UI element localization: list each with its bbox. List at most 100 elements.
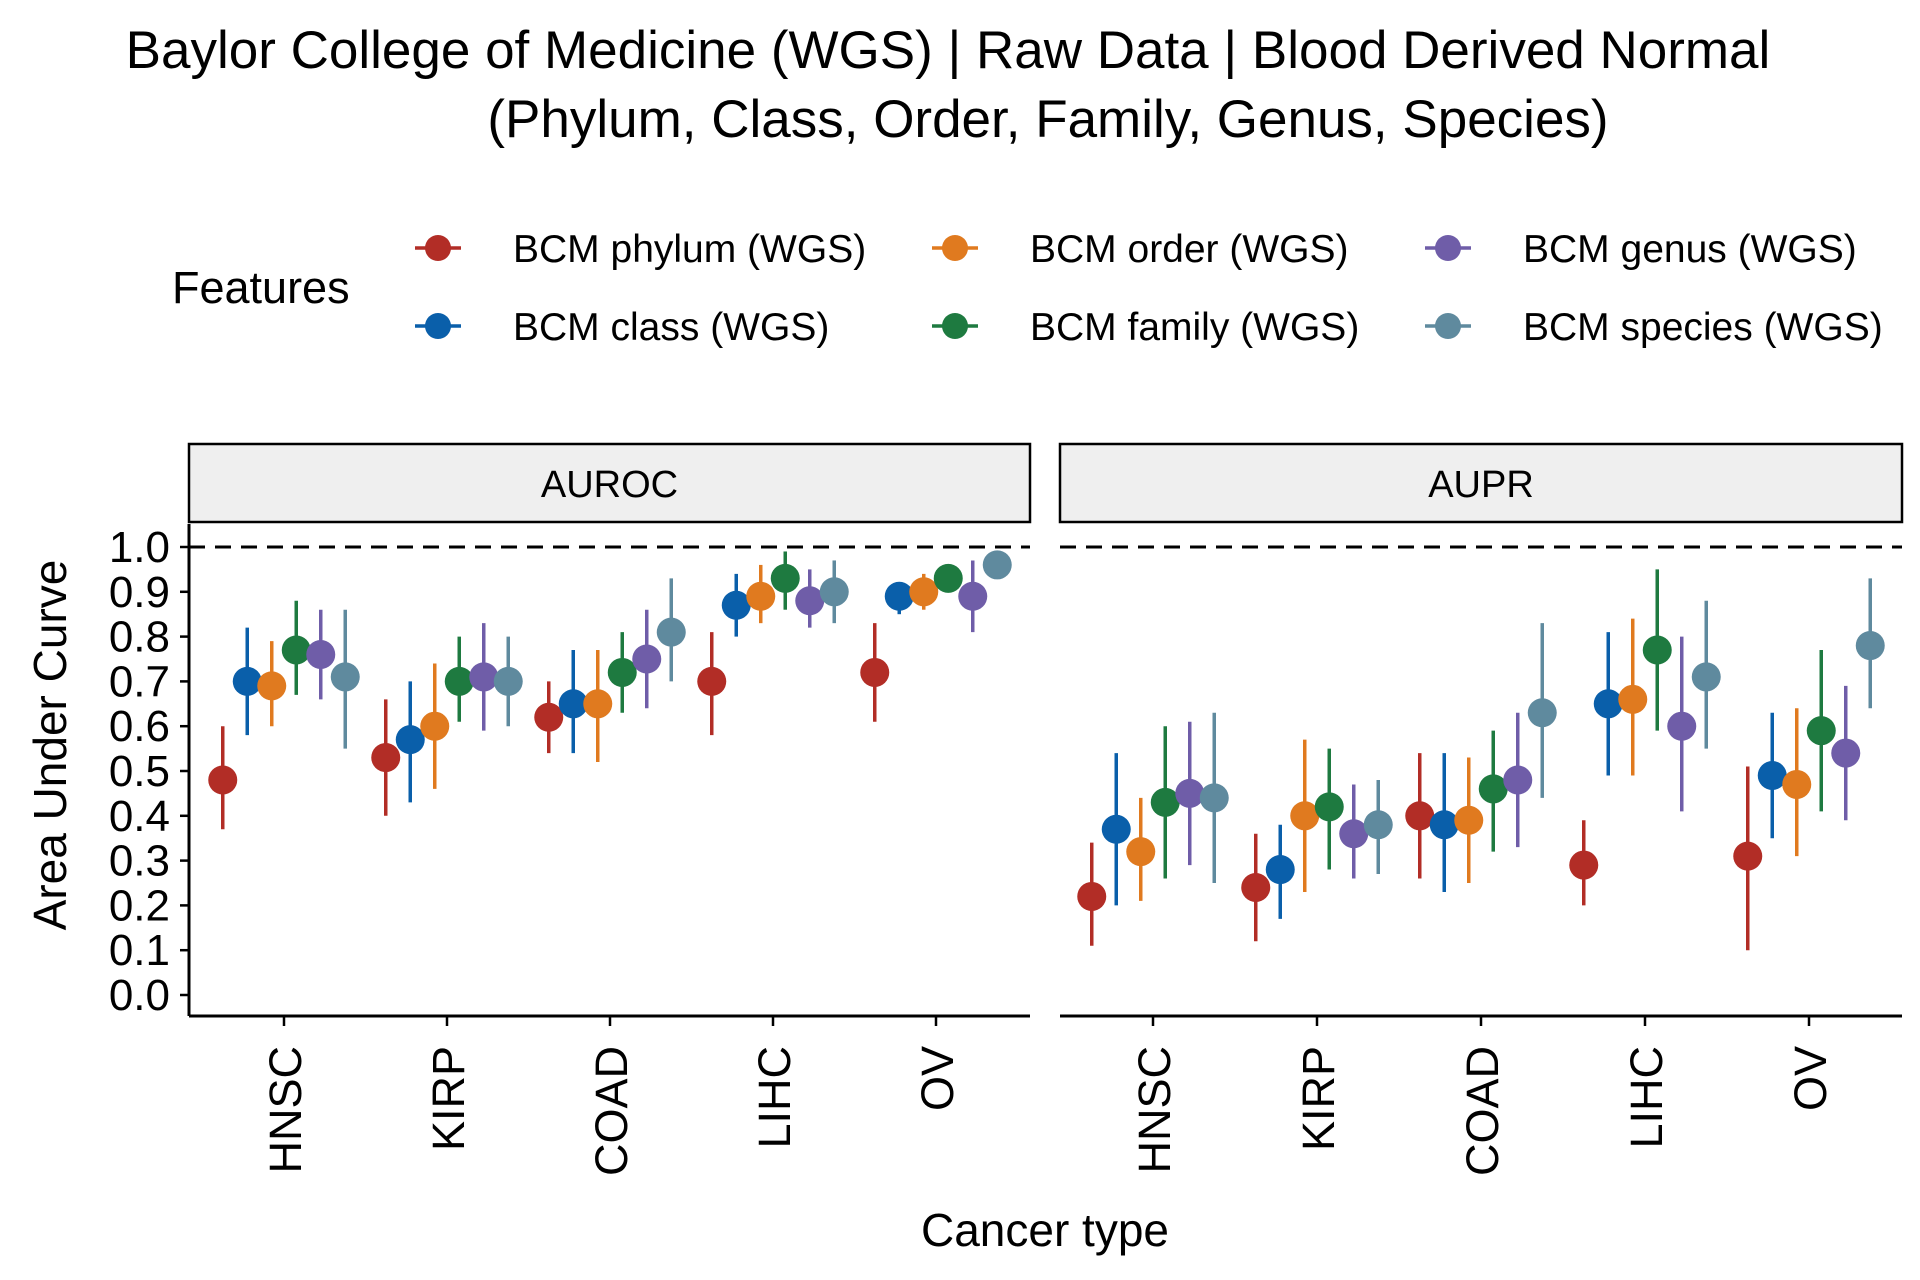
legend-items: BCM phylum (WGS) BCM class (WGS) BCM order… bbox=[415, 228, 1883, 349]
series bbox=[1175, 636, 1861, 879]
legend-item: BCM species (WGS) bbox=[1425, 306, 1883, 349]
data-point bbox=[1569, 850, 1599, 880]
legend-title: Features bbox=[172, 262, 350, 313]
data-point bbox=[1691, 662, 1721, 692]
facet-strip bbox=[1058, 442, 1904, 524]
series bbox=[306, 560, 988, 731]
title-line-1: Baylor College of Medicine (WGS) | Raw D… bbox=[126, 21, 1771, 80]
data-point bbox=[306, 640, 336, 670]
series bbox=[1101, 632, 1787, 919]
data-point bbox=[1618, 684, 1648, 714]
series bbox=[1150, 569, 1836, 879]
data-point bbox=[1241, 872, 1271, 902]
data-point bbox=[1314, 792, 1344, 822]
series bbox=[232, 573, 914, 803]
data-point bbox=[1478, 774, 1508, 804]
legend-key-point bbox=[1435, 313, 1461, 339]
data-point bbox=[697, 666, 727, 696]
y-axis-ticks: 0.00.10.20.30.40.50.60.70.80.91.0 bbox=[109, 523, 191, 1020]
data-point bbox=[721, 590, 751, 620]
data-point bbox=[257, 671, 287, 701]
y-tick-label: 0.3 bbox=[109, 837, 170, 886]
data-point bbox=[371, 743, 401, 773]
data-point bbox=[632, 644, 662, 674]
legend: Features BCM phylum (WGS) BCM class (WGS)… bbox=[172, 228, 1883, 349]
data-point bbox=[1175, 778, 1205, 808]
facet-strip bbox=[187, 442, 1032, 524]
data-point bbox=[1454, 805, 1484, 835]
data-point bbox=[607, 657, 637, 687]
data-point bbox=[982, 550, 1012, 580]
legend-item: BCM genus (WGS) bbox=[1425, 228, 1857, 271]
legend-key-point bbox=[425, 313, 451, 339]
data-point bbox=[534, 702, 564, 732]
legend-key-point bbox=[942, 313, 968, 339]
x-tick-label: COAD bbox=[586, 1046, 637, 1176]
data-point bbox=[1077, 881, 1107, 911]
data-point bbox=[1405, 801, 1435, 831]
data-point bbox=[770, 563, 800, 593]
x-tick-label: OV bbox=[1785, 1046, 1836, 1111]
chart-title: Baylor College of Medicine (WGS) | Raw D… bbox=[126, 21, 1771, 149]
x-tick-label: OV bbox=[912, 1046, 963, 1111]
data-point bbox=[1429, 810, 1459, 840]
x-tick-label: KIRP bbox=[1293, 1046, 1344, 1151]
data-point bbox=[1503, 765, 1533, 795]
x-axis-label: Cancer type bbox=[921, 1204, 1169, 1256]
x-tick-label: LIHC bbox=[1621, 1046, 1672, 1149]
legend-key-point bbox=[942, 235, 968, 261]
legend-label: BCM species (WGS) bbox=[1523, 306, 1883, 349]
data-point bbox=[1527, 698, 1557, 728]
series bbox=[1077, 753, 1763, 951]
data-point bbox=[208, 765, 238, 795]
y-tick-label: 0.2 bbox=[109, 881, 170, 930]
data-point bbox=[469, 662, 499, 692]
y-tick-label: 0.6 bbox=[109, 702, 170, 751]
data-point bbox=[795, 586, 825, 616]
x-tick-label: LIHC bbox=[749, 1046, 800, 1149]
data-point bbox=[1757, 760, 1787, 790]
data-point bbox=[1831, 738, 1861, 768]
data-point bbox=[493, 666, 523, 696]
data-point bbox=[558, 689, 588, 719]
legend-item: BCM order (WGS) bbox=[932, 228, 1349, 271]
data-point bbox=[1339, 819, 1369, 849]
data-point bbox=[395, 725, 425, 755]
data-point bbox=[330, 662, 360, 692]
data-point bbox=[1150, 787, 1180, 817]
data-point bbox=[281, 635, 311, 665]
x-tick-label: KIRP bbox=[423, 1046, 474, 1151]
title-line-2: (Phylum, Class, Order, Family, Genus, Sp… bbox=[487, 90, 1608, 149]
data-point bbox=[1855, 631, 1885, 661]
data-point bbox=[420, 711, 450, 741]
data-point bbox=[819, 577, 849, 607]
y-tick-label: 0.0 bbox=[109, 971, 170, 1020]
legend-label: BCM order (WGS) bbox=[1030, 228, 1349, 271]
y-tick-label: 0.7 bbox=[109, 657, 170, 706]
data-point bbox=[1265, 855, 1295, 885]
legend-item: BCM phylum (WGS) bbox=[415, 228, 866, 271]
series bbox=[257, 564, 939, 789]
y-tick-label: 0.1 bbox=[109, 926, 170, 975]
data-point bbox=[1101, 814, 1131, 844]
data-point bbox=[1733, 841, 1763, 871]
data-point bbox=[958, 581, 988, 611]
data-point bbox=[933, 563, 963, 593]
legend-label: BCM family (WGS) bbox=[1030, 306, 1359, 349]
data-point bbox=[232, 666, 262, 696]
data-point bbox=[860, 657, 890, 687]
data-point bbox=[1290, 801, 1320, 831]
series bbox=[1126, 618, 1812, 901]
data-point bbox=[656, 617, 686, 647]
x-tick-label: HNSC bbox=[260, 1046, 311, 1174]
facet-strip-label: AUROC bbox=[541, 464, 678, 506]
data-point bbox=[1199, 783, 1229, 813]
facet-panel-auroc: AUROC HNSC KIRP COAD LIHC OV bbox=[187, 442, 1032, 1176]
data-point bbox=[1642, 635, 1672, 665]
data-point bbox=[1126, 837, 1156, 867]
data-point bbox=[1593, 689, 1623, 719]
y-tick-label: 0.4 bbox=[109, 792, 170, 841]
y-axis-label: Area Under Curve bbox=[24, 560, 76, 931]
facet-strip-label: AUPR bbox=[1428, 464, 1534, 506]
